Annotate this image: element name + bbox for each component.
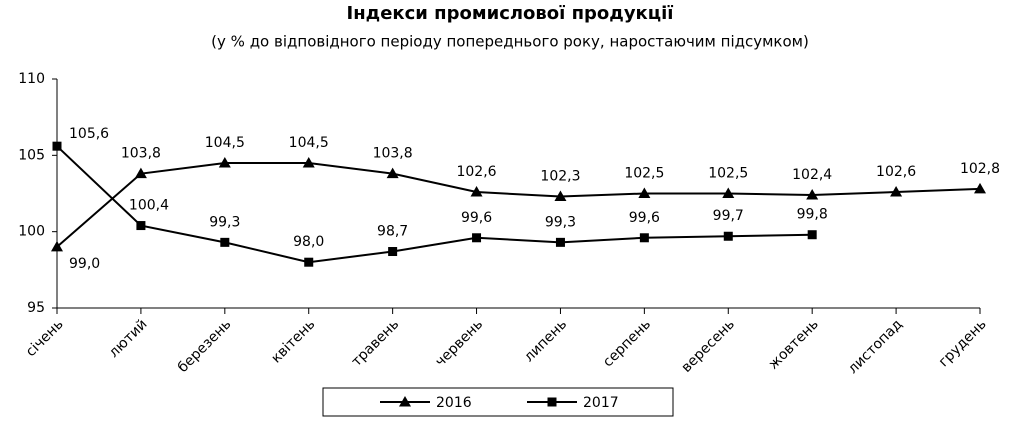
- data-label: 105,6: [69, 126, 109, 142]
- data-label: 102,3: [540, 169, 580, 185]
- point-marker: [639, 233, 649, 243]
- data-label: 99,0: [69, 256, 100, 272]
- legend-label: 2016: [436, 395, 472, 411]
- x-tick-label: вересень: [678, 316, 737, 375]
- x-tick-label: травень: [349, 316, 403, 370]
- legend-label: 2017: [583, 395, 619, 411]
- data-label: 102,6: [876, 164, 916, 180]
- data-label: 102,5: [624, 166, 664, 182]
- point-marker: [218, 156, 231, 168]
- data-label: 103,8: [373, 146, 413, 162]
- point-marker: [554, 190, 567, 202]
- data-label: 102,4: [792, 167, 832, 183]
- x-tick-label: липень: [521, 316, 570, 365]
- legend-box: [322, 387, 674, 417]
- data-label: 99,8: [797, 207, 828, 223]
- x-tick-label: жовтень: [766, 316, 822, 372]
- point-marker: [472, 233, 482, 243]
- point-marker: [136, 221, 146, 231]
- data-label: 104,5: [205, 135, 245, 151]
- x-tick-label: грудень: [936, 316, 990, 370]
- series-line: [56, 161, 981, 248]
- point-marker: [386, 167, 399, 179]
- point-marker: [134, 167, 147, 179]
- y-tick-label: 95: [27, 300, 45, 316]
- data-label: 99,3: [545, 214, 576, 230]
- data-label: 102,6: [456, 164, 496, 180]
- x-tick-label: квітень: [268, 316, 318, 366]
- data-label: 98,7: [377, 224, 408, 240]
- data-label: 99,3: [209, 214, 240, 230]
- series-line: [56, 145, 813, 264]
- x-tick-label: лютий: [106, 316, 151, 361]
- y-tick-label: 105: [18, 147, 45, 163]
- point-marker: [388, 247, 398, 257]
- point-marker: [638, 187, 651, 198]
- point-marker: [806, 189, 819, 200]
- data-label: 104,5: [289, 135, 329, 151]
- data-label: 102,8: [960, 161, 1000, 177]
- x-tick-label: серпень: [600, 316, 654, 370]
- data-label: 100,4: [129, 198, 169, 214]
- data-label: 99,7: [713, 208, 744, 224]
- point-marker: [807, 230, 817, 240]
- point-marker: [890, 185, 903, 197]
- data-label: 102,5: [708, 166, 748, 182]
- y-tick-label: 110: [18, 71, 45, 87]
- legend-marker: [399, 396, 411, 407]
- point-marker: [722, 187, 735, 198]
- point-marker: [51, 240, 63, 252]
- data-label: 98,0: [293, 234, 324, 250]
- x-tick-label: червень: [432, 316, 486, 370]
- x-tick-label: листопад: [845, 316, 906, 377]
- data-label: 103,8: [121, 146, 161, 162]
- chart-title: Індекси промислової продукції: [347, 3, 674, 24]
- x-tick-label: січень: [23, 316, 67, 360]
- point-marker: [220, 237, 230, 247]
- point-marker: [52, 141, 62, 151]
- y-tick-label: 100: [18, 224, 45, 240]
- point-marker: [470, 185, 483, 197]
- data-label: 99,6: [461, 210, 492, 226]
- data-label: 99,6: [629, 210, 660, 226]
- x-tick-label: березень: [175, 316, 235, 376]
- point-marker: [555, 237, 565, 247]
- legend-marker: [547, 397, 557, 407]
- chart-subtitle: (у % до відповідного періоду попередньог…: [211, 33, 809, 51]
- point-marker: [723, 231, 733, 241]
- point-marker: [974, 182, 986, 194]
- point-marker: [302, 156, 315, 168]
- point-marker: [304, 257, 314, 267]
